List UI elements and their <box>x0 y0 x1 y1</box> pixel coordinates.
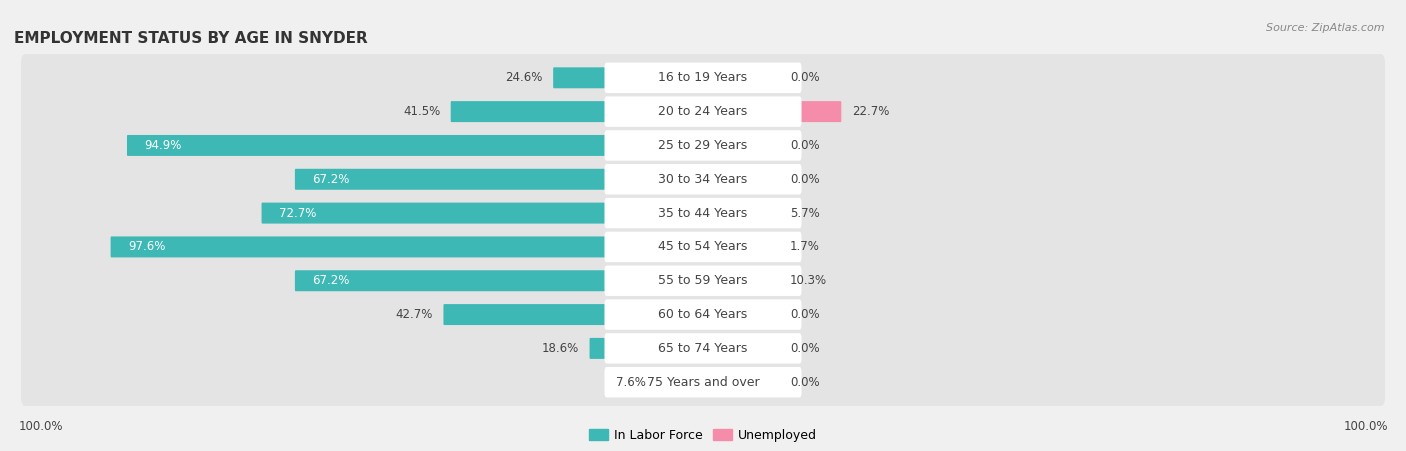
FancyBboxPatch shape <box>703 202 779 224</box>
FancyBboxPatch shape <box>443 304 703 325</box>
Text: 94.9%: 94.9% <box>145 139 181 152</box>
FancyBboxPatch shape <box>21 88 1385 135</box>
Text: 60 to 64 Years: 60 to 64 Years <box>658 308 748 321</box>
Text: 0.0%: 0.0% <box>790 139 820 152</box>
Text: 1.7%: 1.7% <box>790 240 820 253</box>
FancyBboxPatch shape <box>605 266 801 296</box>
FancyBboxPatch shape <box>703 270 779 291</box>
FancyBboxPatch shape <box>605 164 801 194</box>
Text: 67.2%: 67.2% <box>312 274 350 287</box>
Text: 65 to 74 Years: 65 to 74 Years <box>658 342 748 355</box>
FancyBboxPatch shape <box>21 291 1385 338</box>
FancyBboxPatch shape <box>21 189 1385 237</box>
Text: 75 Years and over: 75 Years and over <box>647 376 759 389</box>
FancyBboxPatch shape <box>703 372 779 393</box>
Text: 45 to 54 Years: 45 to 54 Years <box>658 240 748 253</box>
FancyBboxPatch shape <box>127 135 703 156</box>
Text: 30 to 34 Years: 30 to 34 Years <box>658 173 748 186</box>
FancyBboxPatch shape <box>295 270 703 291</box>
Text: 16 to 19 Years: 16 to 19 Years <box>658 71 748 84</box>
FancyBboxPatch shape <box>589 338 703 359</box>
Text: 0.0%: 0.0% <box>790 376 820 389</box>
FancyBboxPatch shape <box>21 54 1385 101</box>
FancyBboxPatch shape <box>605 299 801 330</box>
FancyBboxPatch shape <box>703 304 779 325</box>
Text: 0.0%: 0.0% <box>790 173 820 186</box>
Text: 24.6%: 24.6% <box>506 71 543 84</box>
Text: EMPLOYMENT STATUS BY AGE IN SNYDER: EMPLOYMENT STATUS BY AGE IN SNYDER <box>14 31 368 46</box>
FancyBboxPatch shape <box>605 333 801 364</box>
FancyBboxPatch shape <box>111 236 703 258</box>
FancyBboxPatch shape <box>605 97 801 127</box>
Text: 5.7%: 5.7% <box>790 207 820 220</box>
Text: 41.5%: 41.5% <box>404 105 440 118</box>
FancyBboxPatch shape <box>703 67 779 88</box>
FancyBboxPatch shape <box>605 367 801 397</box>
Text: 0.0%: 0.0% <box>790 342 820 355</box>
Text: 10.3%: 10.3% <box>790 274 827 287</box>
FancyBboxPatch shape <box>703 169 779 190</box>
Text: 97.6%: 97.6% <box>128 240 165 253</box>
FancyBboxPatch shape <box>703 338 779 359</box>
FancyBboxPatch shape <box>21 257 1385 304</box>
FancyBboxPatch shape <box>295 169 703 190</box>
Text: 22.7%: 22.7% <box>852 105 889 118</box>
FancyBboxPatch shape <box>605 130 801 161</box>
FancyBboxPatch shape <box>21 122 1385 169</box>
Legend: In Labor Force, Unemployed: In Labor Force, Unemployed <box>583 424 823 447</box>
FancyBboxPatch shape <box>703 101 841 122</box>
FancyBboxPatch shape <box>21 223 1385 271</box>
FancyBboxPatch shape <box>21 156 1385 203</box>
Text: 0.0%: 0.0% <box>790 71 820 84</box>
Text: 18.6%: 18.6% <box>541 342 579 355</box>
Text: 67.2%: 67.2% <box>312 173 350 186</box>
FancyBboxPatch shape <box>657 372 703 393</box>
FancyBboxPatch shape <box>451 101 703 122</box>
FancyBboxPatch shape <box>21 359 1385 406</box>
Text: 20 to 24 Years: 20 to 24 Years <box>658 105 748 118</box>
FancyBboxPatch shape <box>703 135 779 156</box>
Text: 25 to 29 Years: 25 to 29 Years <box>658 139 748 152</box>
Text: 7.6%: 7.6% <box>616 376 645 389</box>
FancyBboxPatch shape <box>605 232 801 262</box>
FancyBboxPatch shape <box>703 236 779 258</box>
FancyBboxPatch shape <box>605 63 801 93</box>
Text: 72.7%: 72.7% <box>278 207 316 220</box>
Text: 100.0%: 100.0% <box>18 420 63 433</box>
Text: 35 to 44 Years: 35 to 44 Years <box>658 207 748 220</box>
Text: Source: ZipAtlas.com: Source: ZipAtlas.com <box>1267 23 1385 32</box>
Text: 42.7%: 42.7% <box>395 308 433 321</box>
Text: 100.0%: 100.0% <box>1343 420 1388 433</box>
FancyBboxPatch shape <box>262 202 703 224</box>
FancyBboxPatch shape <box>553 67 703 88</box>
Text: 0.0%: 0.0% <box>790 308 820 321</box>
FancyBboxPatch shape <box>21 325 1385 372</box>
FancyBboxPatch shape <box>605 198 801 228</box>
Text: 55 to 59 Years: 55 to 59 Years <box>658 274 748 287</box>
